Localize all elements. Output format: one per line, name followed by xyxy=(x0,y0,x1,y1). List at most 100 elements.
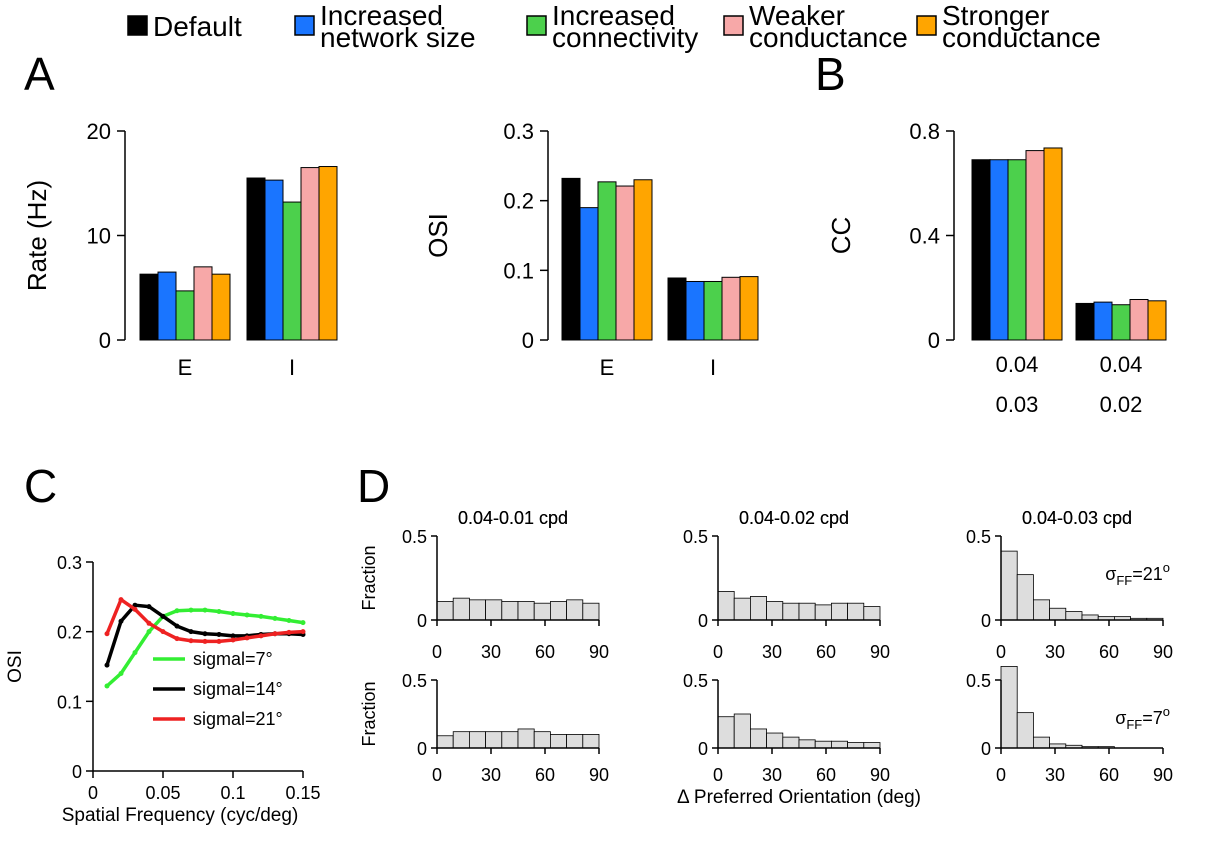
series-point-sigma7 xyxy=(300,620,306,626)
histogram-bar xyxy=(733,713,751,749)
legend-label-stronger_conductance-line2: conductance xyxy=(942,22,1101,53)
histogram-bar xyxy=(798,602,816,621)
y-tick-label: 0.1 xyxy=(57,692,82,712)
histogram-bar xyxy=(501,731,519,749)
histogram-bar xyxy=(468,731,486,749)
bar-default-0 xyxy=(561,177,581,341)
histogram-column-title: 0.04-0.02 cpd xyxy=(739,508,849,528)
x-tick-label: 90 xyxy=(589,765,609,785)
x-tick-label: 0 xyxy=(996,642,1006,662)
y-tick-label: 0 xyxy=(99,328,111,353)
y-tick-label: 10 xyxy=(87,224,111,249)
histogram-bar xyxy=(582,602,600,621)
histogram-bar xyxy=(550,601,568,621)
histogram-bar xyxy=(750,596,768,621)
y-tick-label: 0.1 xyxy=(503,258,534,283)
x-tick-label: 60 xyxy=(816,642,836,662)
bar-default-0 xyxy=(139,273,159,341)
histogram-bar xyxy=(436,601,454,621)
x-category-label: E xyxy=(178,355,193,380)
x-tick-label: 0 xyxy=(996,765,1006,785)
histogram: 0 0.5 0 30 60 90 xyxy=(966,527,1173,662)
histogram-column-title: 0.04-0.02 cpd xyxy=(739,508,849,528)
rate-bar-chart: 0 10 20 Rate (Hz) E I xyxy=(22,119,338,380)
x-category-label-line1: 0.04 xyxy=(1100,352,1143,377)
series-point-sigma14 xyxy=(118,618,124,624)
x-tick-label: 30 xyxy=(481,765,501,785)
histogram-column-title: 0.04-0.03 cpd xyxy=(1022,508,1132,528)
series-point-sigma21 xyxy=(174,636,180,642)
histogram-bar xyxy=(1081,614,1099,621)
y-tick-label: 0 xyxy=(417,739,427,759)
histogram-row-0: 0 0.5 0 30 60 90 Fraction 0 0.5 0 30 60 90 0 0.5 0 30 60 9… xyxy=(359,527,1173,662)
bar-increased_connectivity-1 xyxy=(703,280,723,341)
series-point-sigma14 xyxy=(230,633,236,639)
series-point-sigma7 xyxy=(244,612,250,618)
x-tick-label: 0 xyxy=(432,765,442,785)
histogram-bar xyxy=(566,599,584,621)
legend-swatch-default xyxy=(127,15,148,36)
y-tick-label: 0 xyxy=(522,328,534,353)
histogram-bar xyxy=(566,734,584,749)
histogram-bar xyxy=(798,739,816,749)
histogram-bar xyxy=(517,728,535,749)
series-point-sigma7 xyxy=(188,607,194,613)
bar-weaker_conductance-0 xyxy=(615,185,635,341)
series-point-sigma21 xyxy=(188,638,194,644)
cc-bar-chart: 0 0.4 0.8 CC 0.04 0.03 0.04 0.02 xyxy=(826,119,1167,417)
histogram-bar xyxy=(733,597,751,621)
bar-increased_connectivity-0 xyxy=(175,290,195,341)
x-tick-label: 0.1 xyxy=(220,783,245,803)
histogram: 0 0.5 0 30 60 90 xyxy=(683,671,890,785)
y-tick-label: 0.2 xyxy=(57,623,82,643)
bar-default-1 xyxy=(246,177,266,341)
y-tick-label: 0 xyxy=(698,611,708,631)
histogram-bar xyxy=(1049,607,1067,621)
series-point-sigma14 xyxy=(174,623,180,629)
x-tick-label: 90 xyxy=(1153,765,1173,785)
sigma-symbol: σ xyxy=(1115,708,1126,728)
legend-label-sigma7: sigmal=7° xyxy=(193,649,273,669)
degree-superscript: o xyxy=(1163,704,1170,719)
osi-bar-chart: 0 0.1 0.2 0.3 OSI E I xyxy=(423,119,759,380)
histogram-bar xyxy=(847,602,865,621)
series-point-sigma7 xyxy=(216,608,222,614)
orientation-histograms: 0.04-0.01 cpd 0.04-0.02 cpd 0.04-0.03 cpd xyxy=(458,508,1132,528)
x-tick-label: 0 xyxy=(88,783,98,803)
y-tick-label: 0.3 xyxy=(503,119,534,144)
degree-superscript: o xyxy=(1163,560,1170,575)
series-point-sigma21 xyxy=(258,633,264,639)
legend-label-sigma14: sigmal=14° xyxy=(193,679,283,699)
x-tick-label: 60 xyxy=(1099,642,1119,662)
x-tick-label: 60 xyxy=(1099,765,1119,785)
x-tick-label: 30 xyxy=(481,642,501,662)
y-tick-label: 0.5 xyxy=(683,671,708,691)
x-tick-label: 90 xyxy=(589,642,609,662)
sigma-subscript: FF xyxy=(1126,717,1142,732)
x-tick-label: 60 xyxy=(535,642,555,662)
bar-increased_connectivity-0 xyxy=(597,181,617,341)
series-point-sigma21 xyxy=(132,606,138,612)
bar-weaker_conductance-1 xyxy=(1129,299,1149,341)
y-tick-label: 0.2 xyxy=(503,189,534,214)
sigma-subscript: FF xyxy=(1116,573,1132,588)
series-point-sigma7 xyxy=(258,613,264,619)
histogram-bar xyxy=(436,735,454,749)
y-tick-label: 0.5 xyxy=(683,527,708,547)
bar-stronger_conductance-1 xyxy=(1147,300,1167,341)
bar-default-1 xyxy=(1075,302,1095,341)
bar-increased_connectivity-1 xyxy=(1111,304,1131,341)
series-point-sigma7 xyxy=(202,607,208,613)
histogram-bar xyxy=(831,740,849,749)
bar-stronger_conductance-1 xyxy=(739,276,759,341)
histogram-bar xyxy=(468,599,486,621)
y-tick-label: 0.3 xyxy=(57,553,82,573)
x-tick-label: 30 xyxy=(762,642,782,662)
histogram-column-title: 0.04-0.01 cpd xyxy=(458,508,568,528)
histogram: 0 0.5 0 30 60 90 xyxy=(966,666,1173,785)
x-category-label: I xyxy=(710,355,716,380)
bar-increased_network_size-1 xyxy=(1093,301,1113,341)
panel-letter-C: C xyxy=(24,460,57,512)
histogram-bar xyxy=(782,602,800,621)
